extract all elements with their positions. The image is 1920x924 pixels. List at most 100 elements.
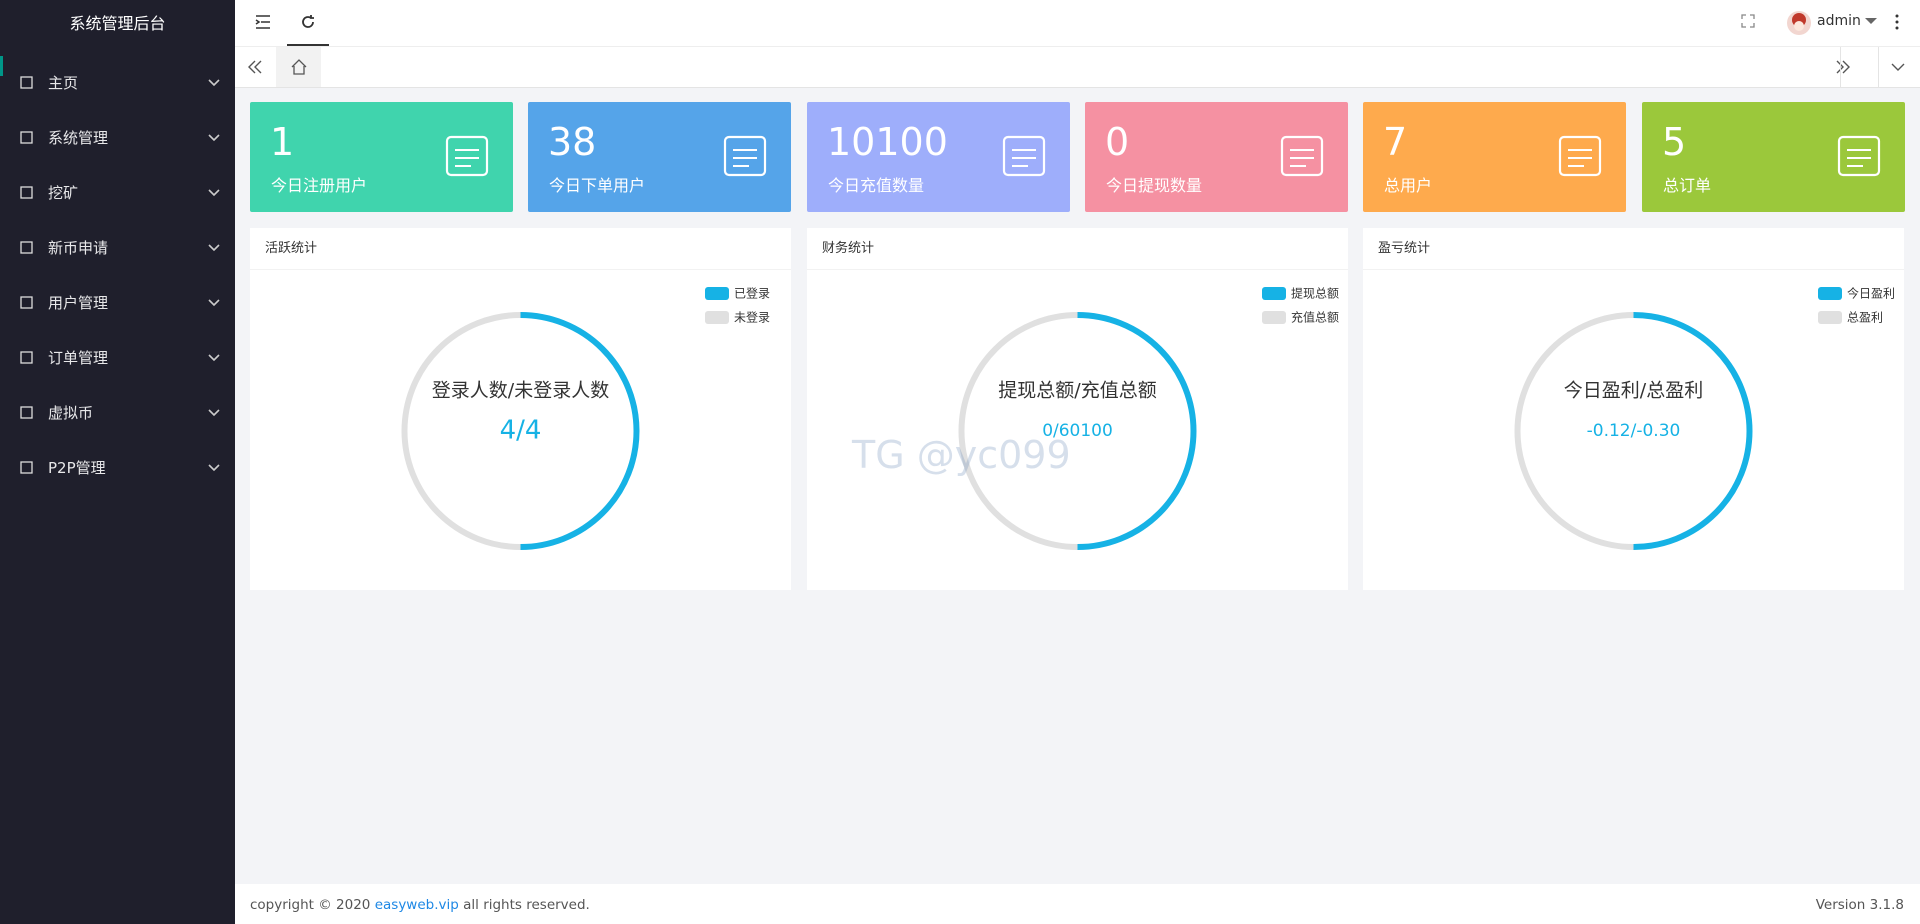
- sidebar: 系统管理后台 主页 系统管理 挖矿 新币申请 用户管理 订单管理 虚拟币 P2P管理: [0, 0, 235, 924]
- legend-swatch: [1818, 311, 1842, 324]
- center-value: 0/60100: [1042, 421, 1113, 441]
- legend-label: 今日盈利: [1847, 286, 1895, 301]
- menu-item[interactable]: P2P管理: [0, 440, 235, 495]
- menu-arrow: [208, 354, 220, 362]
- menu-icon: [20, 351, 33, 364]
- menu-item[interactable]: 系统管理: [0, 110, 235, 165]
- menu-toggle[interactable]: [253, 12, 273, 32]
- icon-shape: [1290, 149, 1314, 167]
- stat-icon: [1280, 135, 1324, 177]
- menu-arrow: [208, 409, 220, 417]
- tab-right[interactable]: [1835, 59, 1851, 75]
- stat-icon: [1558, 135, 1602, 177]
- legend-label: 已登录: [734, 286, 770, 301]
- stat-value: 10100: [827, 120, 948, 164]
- stat-value: 5: [1662, 120, 1687, 164]
- fullscreen[interactable]: [1740, 13, 1756, 29]
- stat-icon: [1002, 135, 1046, 177]
- stat-label: 今日提现数量: [1106, 176, 1203, 195]
- arrow-shape: [208, 134, 220, 142]
- icon-shape: [20, 351, 33, 364]
- menu-item[interactable]: 挖矿: [0, 165, 235, 220]
- legend-swatch: [705, 287, 729, 300]
- icon-shape: [445, 135, 489, 177]
- menu-icon: [20, 296, 33, 309]
- arrow-shape: [208, 189, 220, 197]
- stat-card: 0 今日提现数量: [1085, 102, 1348, 212]
- donut-segment: [1633, 312, 1753, 550]
- legend-label: 未登录: [734, 310, 770, 325]
- avatar[interactable]: [1785, 9, 1813, 37]
- menu-arrow: [208, 79, 220, 87]
- panel-title: 财务统计: [807, 228, 1348, 270]
- tab-bar: [235, 47, 1920, 88]
- menu-label: 挖矿: [48, 184, 79, 202]
- stat-label: 今日注册用户: [271, 176, 368, 195]
- icon-shape: [1847, 149, 1871, 167]
- divider: [1840, 47, 1841, 87]
- menu-label: 新币申请: [48, 239, 109, 257]
- rights-text: all rights reserved.: [463, 897, 590, 913]
- menu-label: 虚拟币: [48, 404, 94, 422]
- panel-title: 盈亏统计: [1363, 228, 1904, 270]
- icon-shape: [20, 241, 33, 254]
- footer-link[interactable]: easyweb.vip: [374, 897, 459, 913]
- more[interactable]: [1893, 12, 1901, 32]
- stat-label: 今日下单用户: [549, 176, 646, 195]
- user-name[interactable]: admin: [1817, 13, 1861, 29]
- stat-label: 今日充值数量: [828, 176, 925, 195]
- menu-arrow: [208, 189, 220, 197]
- icon-shape: [1280, 135, 1324, 177]
- menu-icon: [20, 76, 33, 89]
- panel: 活跃统计 已登录 未登录 登录人数/未登录人数 4/4: [250, 228, 791, 590]
- stat-icon: [723, 135, 767, 177]
- menu-item[interactable]: 新币申请: [0, 220, 235, 275]
- copyright-text: copyright © 2020: [250, 897, 371, 913]
- stat-card: 38 今日下单用户: [528, 102, 791, 212]
- header: admin: [235, 0, 1920, 47]
- menu-arrow: [208, 244, 220, 252]
- arrow-shape: [208, 409, 220, 417]
- stat-card: 5 总订单: [1642, 102, 1905, 212]
- panel: 盈亏统计 今日盈利 总盈利 今日盈利/总盈利 -0.12/-0.30: [1363, 228, 1904, 590]
- dropdown-caret[interactable]: [1865, 16, 1877, 26]
- stat-icon: [445, 135, 489, 177]
- menu-arrow: [208, 134, 220, 142]
- home-tab[interactable]: [276, 47, 321, 87]
- legend-swatch: [705, 311, 729, 324]
- menu-icon: [20, 186, 33, 199]
- center-value: -0.12/-0.30: [1587, 421, 1681, 441]
- menu-item[interactable]: 用户管理: [0, 275, 235, 330]
- copyright: copyright © 2020 easyweb.vip all rights …: [250, 897, 590, 913]
- center-title: 登录人数/未登录人数: [432, 380, 609, 402]
- menu-icon: [20, 241, 33, 254]
- menu-label: 主页: [48, 74, 79, 92]
- stat-icon: [1837, 135, 1881, 177]
- arrow-shape: [208, 244, 220, 252]
- menu-icon: [20, 131, 33, 144]
- menu-label: P2P管理: [48, 459, 106, 477]
- menu-item[interactable]: 虚拟币: [0, 385, 235, 440]
- icon-shape: [20, 406, 33, 419]
- refresh[interactable]: [298, 12, 318, 32]
- menu-item[interactable]: 订单管理: [0, 330, 235, 385]
- icon-shape: [1568, 149, 1592, 167]
- tab-left[interactable]: [247, 59, 263, 75]
- center-title: 提现总额/充值总额: [998, 380, 1156, 402]
- version: Version 3.1.8: [1815, 897, 1904, 913]
- menu-item[interactable]: 主页: [0, 55, 235, 110]
- legend-label: 充值总额: [1291, 310, 1339, 325]
- menu-label: 用户管理: [48, 294, 109, 312]
- legend-swatch: [1262, 311, 1286, 324]
- watermark: TG @yc099: [852, 433, 1071, 477]
- stat-value: 1: [270, 120, 295, 164]
- stat-value: 38: [548, 120, 597, 164]
- legend-label: 总盈利: [1847, 311, 1883, 325]
- icon-shape: [20, 131, 33, 144]
- icon-shape: [20, 76, 33, 89]
- tab-menu[interactable]: [1890, 61, 1906, 73]
- icon-shape: [20, 296, 33, 309]
